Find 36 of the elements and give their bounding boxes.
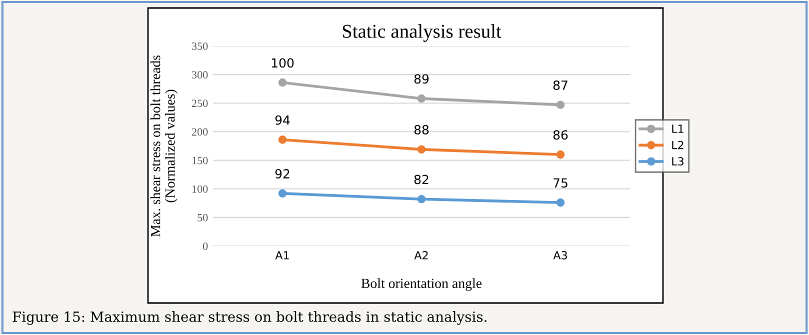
y-tick-label: 150 (192, 156, 208, 164)
point (278, 136, 287, 144)
point (417, 145, 426, 154)
annotation: 87 (553, 80, 568, 90)
annotation: 100 (272, 58, 294, 68)
annotation: 92 (275, 169, 290, 179)
x-tick-label: A3 (553, 251, 567, 260)
y-tick-label: 0 (203, 242, 208, 250)
point (556, 198, 565, 207)
annotation: 94 (275, 115, 290, 125)
y-tick-label: 100 (192, 185, 208, 193)
y-tick-label: 200 (192, 128, 208, 136)
y-tick-label: 250 (192, 100, 208, 108)
annotation: 75 (554, 178, 568, 188)
annotation: 89 (414, 74, 429, 84)
x-tick-label: A2 (414, 251, 428, 260)
annotation: 82 (414, 174, 428, 184)
x-tick-label: A1 (275, 251, 289, 260)
point (417, 94, 426, 103)
y-tick-label: 350 (192, 42, 208, 50)
point (278, 78, 287, 87)
y-axis-title: Max. shear stress on bolt threads (Normalized values) (150, 55, 178, 237)
legend-label: L1 (672, 124, 684, 133)
annotation: 88 (414, 125, 429, 135)
point (556, 150, 565, 159)
legend-label: L3 (672, 157, 684, 166)
point (278, 189, 287, 198)
y-tick-label: 300 (192, 71, 208, 79)
annotation: 86 (553, 130, 568, 140)
point (556, 100, 565, 110)
point (417, 194, 426, 204)
y-tick-label: 50 (198, 214, 208, 222)
x-axis-title: Bolt orientation angle (361, 278, 482, 291)
caption: Figure 15: Maximum shear stress on bolt threads in static analysis. (12, 311, 486, 325)
legend-label: L2 (672, 140, 684, 150)
chart-title: Static analysis result (342, 24, 502, 42)
